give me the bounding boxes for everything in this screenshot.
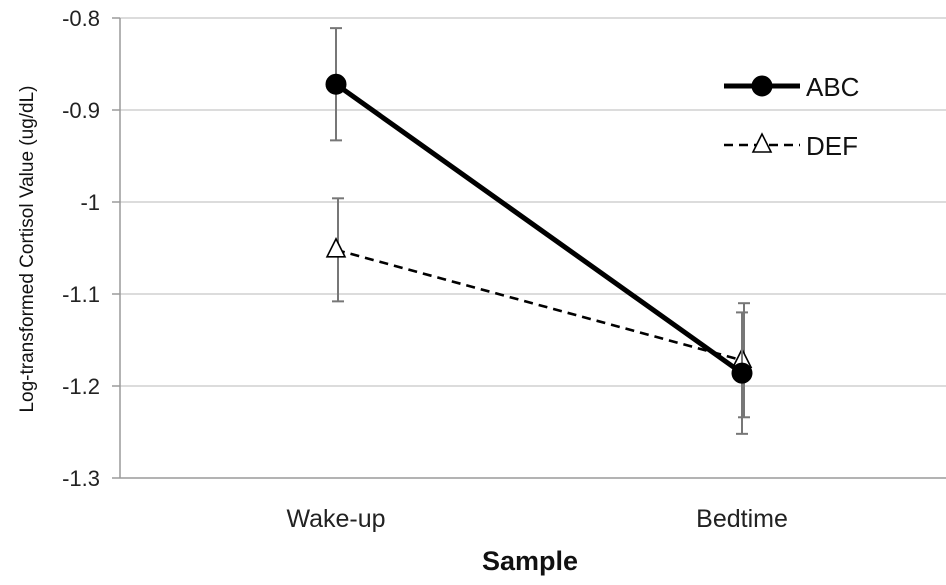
series-line <box>334 82 744 376</box>
data-point <box>731 362 753 384</box>
legend: ABC DEF <box>724 72 859 161</box>
x-tick-label: Bedtime <box>696 505 788 533</box>
x-tick-label: Wake-up <box>286 505 385 533</box>
x-axis-title: Sample <box>482 546 578 576</box>
y-axis-title: Log-transformed Cortisol Value (ug/dL) <box>17 85 38 412</box>
data-point <box>325 237 347 258</box>
y-tick-label: -1.2 <box>62 374 100 399</box>
series-abc <box>325 27 753 435</box>
legend-item-abc: ABC <box>724 72 859 102</box>
legend-marker <box>751 75 773 97</box>
legend-label: ABC <box>806 72 859 102</box>
y-tick-label: -1.1 <box>62 282 100 307</box>
legend-marker <box>751 132 773 153</box>
gridlines <box>120 17 946 387</box>
y-tick-label: -0.9 <box>62 98 100 123</box>
x-tick-labels: Wake-up Bedtime <box>286 505 787 533</box>
y-tick-labels: -0.8 -0.9 -1 -1.1 -1.2 -1.3 <box>62 6 100 491</box>
legend-label: DEF <box>806 131 858 161</box>
series <box>325 27 753 435</box>
data-point <box>325 73 347 95</box>
series-line <box>335 248 743 362</box>
axes <box>112 17 946 479</box>
y-tick-label: -0.8 <box>62 6 100 31</box>
legend-item-def: DEF <box>724 131 858 161</box>
y-tick-label: -1 <box>80 190 100 215</box>
y-tick-label: -1.3 <box>62 466 100 491</box>
